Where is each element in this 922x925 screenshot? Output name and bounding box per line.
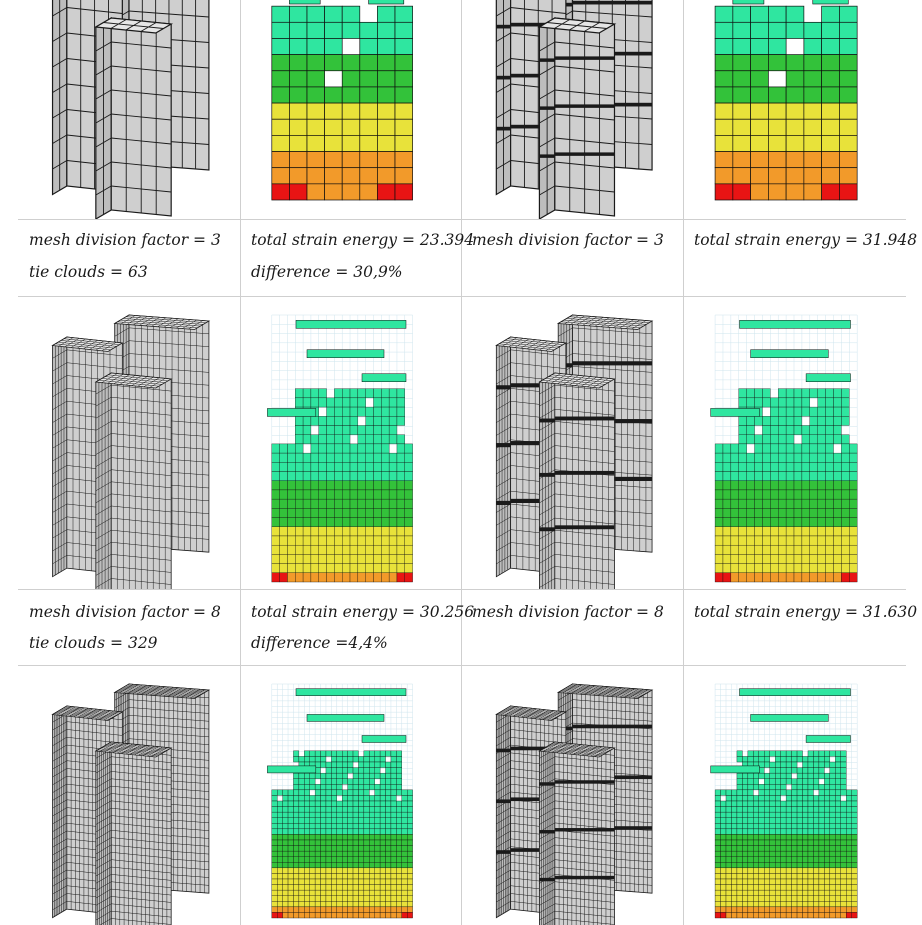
figure-mesh-grey [18,297,240,589]
caption-strain-energy: total strain energy = 23.394 [251,231,475,249]
caption-mesh-factor: mesh division factor = 3 [472,231,664,249]
figure-strain-energy-reference [684,666,906,925]
figure-strain-energy-reference [684,0,906,219]
row-divider [18,219,906,220]
row-divider [18,589,906,590]
column-divider [683,0,684,925]
figure-mesh-grey-reference [462,0,683,219]
caption-mesh-factor: mesh division factor = 3 [29,231,221,249]
row-divider [18,665,906,666]
figure-mesh-grey [18,666,240,925]
caption-difference: difference = 30,9% [251,263,403,281]
caption-strain-energy: total strain energy = 30.256 [251,603,475,621]
caption-difference: difference =4,4% [251,634,388,652]
results-table: mesh division factor = 3 tie clouds = 63… [18,0,917,925]
caption-tie-clouds: tie clouds = 63 [29,263,148,281]
caption-mesh-factor: mesh division factor = 8 [472,603,664,621]
figure-strain-energy-tie-clouds [241,297,461,589]
caption-strain-energy: total strain energy = 31.948 [694,231,918,249]
figure-strain-energy-reference [684,297,906,589]
column-divider [461,0,462,925]
figure-mesh-grey [18,0,240,219]
figure-mesh-grey-reference [462,666,683,925]
row-divider [18,296,906,297]
caption-strain-energy: total strain energy = 31.630 [694,603,918,621]
column-divider [240,0,241,925]
figure-strain-energy-tie-clouds [241,0,461,219]
figure-strain-energy-tie-clouds [241,666,461,925]
caption-mesh-factor: mesh division factor = 8 [29,603,221,621]
caption-tie-clouds: tie clouds = 329 [29,634,158,652]
figure-mesh-grey-reference [462,297,683,589]
